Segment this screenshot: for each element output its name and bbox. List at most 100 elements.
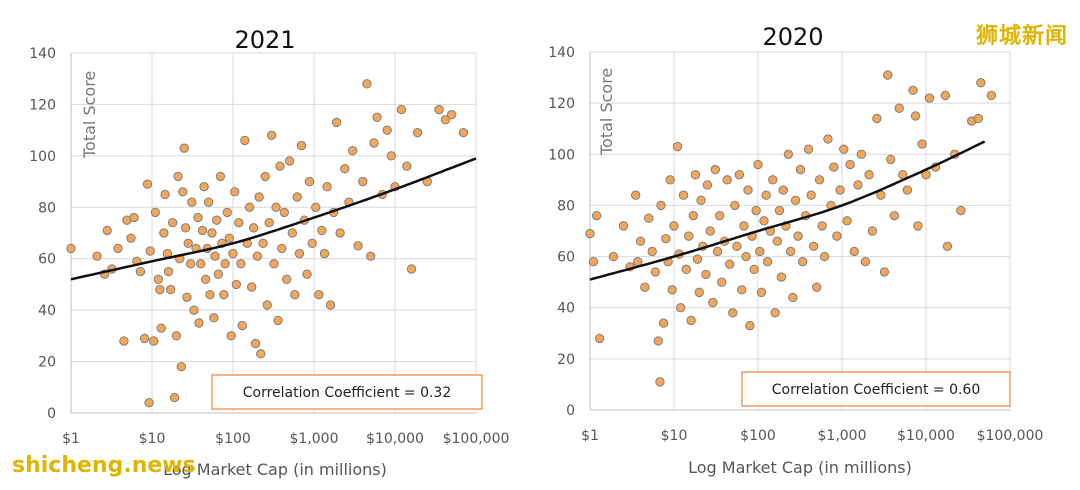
scatter-point (307, 238, 317, 248)
scatter-point (458, 128, 469, 138)
scatter-point (608, 251, 619, 262)
scatter-point (264, 218, 274, 228)
trendline (589, 140, 986, 281)
scatter-point (694, 287, 704, 298)
scatter-point (724, 259, 735, 269)
scatter-point (207, 228, 217, 238)
scatter-point (145, 246, 155, 256)
scatter-point (222, 207, 232, 218)
scatter-point (269, 259, 279, 269)
scatter-point (734, 170, 745, 180)
scatter-point (761, 190, 771, 200)
scatter-point (167, 218, 178, 228)
scatter-point (256, 349, 266, 359)
scatter-point (296, 140, 307, 151)
correlation-box (741, 371, 1011, 407)
scatter-point (347, 146, 358, 156)
scatter-point (250, 338, 261, 349)
scatter-point (212, 215, 222, 225)
scatter-point (169, 392, 180, 403)
scatter-point (290, 290, 300, 300)
x-tick-label: $100 (215, 431, 251, 447)
scatter-point (183, 238, 193, 248)
scatter-point (412, 128, 423, 138)
correlation-label: Correlation Coefficient = 0.60 (772, 382, 981, 398)
scatter-point (708, 297, 718, 308)
scatter-point (790, 195, 801, 206)
scatter-point (730, 200, 740, 211)
scatter-point (860, 256, 871, 267)
scatter-point (788, 292, 798, 303)
scatter-point (886, 154, 896, 165)
scatter-point (155, 284, 165, 295)
x-axis-label: Log Market Cap (in millions) (163, 460, 387, 479)
scatter-point (292, 192, 302, 202)
scatter-point (762, 256, 773, 267)
scatter-point (655, 377, 665, 387)
scatter-point (817, 221, 827, 231)
scatter-point (594, 333, 605, 344)
scatter-point (812, 282, 822, 292)
scatter-point (829, 162, 839, 172)
y-axis-label: Total Score (80, 71, 99, 159)
correlation-box (211, 374, 483, 410)
scatter-point (246, 282, 257, 292)
scatter-point (889, 210, 900, 221)
scatter-point (753, 159, 763, 170)
x-tick-label: $1 (62, 431, 80, 447)
scatter-point (910, 111, 921, 121)
chart-2021: 0 20 40 60 80 100 120 140 $1 $10 $100 $1,000 $10,000… (29, 26, 509, 479)
y-tick-label: 80 (38, 200, 56, 216)
site-watermark: shicheng.news (12, 453, 196, 478)
correlation-label: Correlation Coefficient = 0.32 (243, 385, 452, 401)
scatter-point (219, 290, 229, 300)
scatter-point (209, 313, 219, 323)
scatter-point (745, 320, 755, 331)
scatter-point (814, 175, 825, 185)
scatter-point (741, 251, 751, 262)
scatter-point (446, 110, 457, 120)
x-tick-label: $1 (581, 428, 599, 444)
scatter-point (688, 210, 699, 221)
x-tick-label: $100,000 (443, 431, 510, 447)
scatter-point (275, 161, 285, 171)
scatter-point (672, 141, 683, 152)
scatter-point (92, 251, 102, 261)
scatter-point (234, 218, 244, 228)
scatter-point (231, 279, 242, 290)
scatter-point (722, 175, 732, 185)
scatter-point (823, 134, 833, 144)
scatter-point (973, 113, 984, 124)
scatter-point (728, 308, 738, 318)
scatter-point (149, 336, 159, 346)
y-tick-label: 0 (566, 403, 575, 419)
scatter-point (908, 85, 918, 96)
scatter-point (230, 187, 240, 197)
y-tick-label: 120 (548, 96, 575, 112)
x-axis-label: Log Market Cap (in millions) (688, 458, 912, 477)
scatter-point (710, 164, 720, 175)
x-tick-label: $10,000 (897, 428, 955, 444)
scatter-point (867, 226, 878, 236)
scatter-point (894, 103, 904, 113)
scatter-point (210, 251, 220, 261)
scatter-point (365, 251, 376, 261)
scatter-point (178, 187, 188, 197)
x-tick-label: $10,000 (366, 431, 424, 447)
scatter-point (185, 259, 196, 269)
chart-2020: 0 20 40 60 80 100 120 140 $1 $10 $100 $1,000 $10,000… (548, 23, 1043, 477)
scatter-point (113, 243, 123, 254)
x-tick-label: $10 (661, 428, 688, 444)
scatter-point (856, 149, 867, 159)
scatter-point (585, 228, 595, 239)
scatter-point (279, 207, 290, 218)
chart-title: 2020 (762, 23, 823, 51)
scatter-point (653, 336, 663, 346)
scatter-point (135, 266, 146, 277)
scatter-point (362, 79, 372, 89)
x-tick-label: $100,000 (977, 428, 1044, 444)
x-tick-label: $100 (740, 428, 776, 444)
scatter-point (737, 285, 747, 295)
scatter-point (294, 248, 305, 259)
